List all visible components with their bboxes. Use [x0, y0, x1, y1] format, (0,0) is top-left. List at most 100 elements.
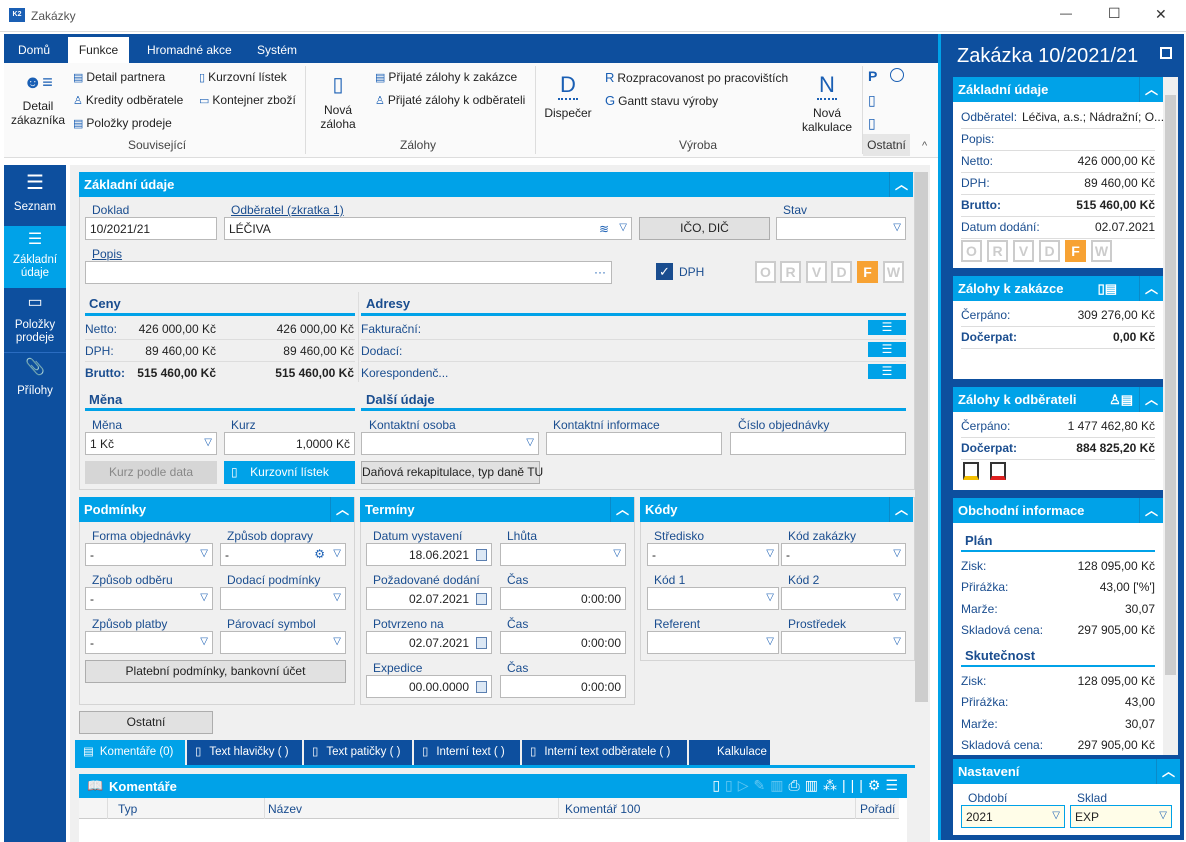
more-icon[interactable]: ···: [594, 265, 606, 279]
parovaci-select[interactable]: ▽: [220, 631, 346, 654]
edit-icon[interactable]: ✎: [753, 777, 771, 793]
collapse-icon[interactable]: ︿: [1139, 498, 1163, 523]
nova-kalkulace-button[interactable]: N Nová kalkulace: [801, 72, 853, 134]
dropdown-icon[interactable]: ▽: [619, 222, 627, 233]
kontaktni-informace-field[interactable]: [546, 432, 722, 455]
col-poradi[interactable]: Pořadí: [860, 802, 896, 816]
cislo-objednavky-field[interactable]: [730, 432, 906, 455]
dropdown-icon[interactable]: ▽: [200, 636, 208, 647]
tab-system[interactable]: Systém: [257, 43, 298, 57]
dispecer-button[interactable]: D Dispečer: [544, 72, 592, 120]
cas2-field[interactable]: 0:00:00: [500, 631, 626, 654]
popout-icon[interactable]: [1160, 47, 1172, 59]
delete-icon[interactable]: ▥: [770, 777, 789, 793]
gear-icon[interactable]: ⚙: [314, 547, 325, 561]
lock-circle-icon[interactable]: [890, 68, 904, 82]
collapse-icon[interactable]: ︿: [1139, 77, 1163, 102]
forma-select[interactable]: - ▽: [85, 543, 213, 566]
tab-funkce[interactable]: Funkce: [68, 37, 129, 63]
danova-rekapitulace-button[interactable]: Daňová rekapitulace, typ daně TU: [361, 461, 543, 484]
col-typ[interactable]: Typ: [118, 802, 138, 816]
prostredek-select[interactable]: ▽: [781, 631, 906, 654]
dropdown-icon[interactable]: ▽: [1052, 810, 1060, 821]
user-deposit-icon[interactable]: ♙▤: [1109, 392, 1133, 407]
minimize-button[interactable]: —: [1060, 6, 1072, 20]
collapse-icon[interactable]: ︿: [1139, 387, 1163, 412]
col-komentar[interactable]: Komentář 100: [565, 802, 641, 816]
chart-icon[interactable]: ▥: [804, 777, 823, 793]
maximize-button[interactable]: ☐: [1108, 5, 1121, 21]
kontejner-button[interactable]: ▭ Kontejner zboží: [199, 93, 296, 107]
kod-zakazky-select[interactable]: - ▽: [781, 543, 906, 566]
right-scrollbar[interactable]: [1163, 77, 1178, 755]
dph-checkbox[interactable]: ✓: [656, 263, 673, 280]
document-settings-icon[interactable]: ▯: [868, 115, 876, 131]
kurzovni-listek-ribbon-button[interactable]: ▯ Kurzovní lístek: [199, 70, 287, 84]
kod1-select[interactable]: ▽: [647, 587, 779, 610]
dropdown-icon[interactable]: ▽: [200, 592, 208, 603]
nova-zaloha-button[interactable]: ▯ Nová záloha: [316, 72, 360, 131]
dropdown-icon[interactable]: ▽: [526, 437, 534, 448]
close-button[interactable]: ✕: [1155, 6, 1167, 22]
sidebar-item-zakladni-udaje[interactable]: ☰ Základní údaje: [4, 226, 66, 288]
tab-kalkulace[interactable]: Kalkulace: [689, 740, 770, 765]
vystaveni-date-field[interactable]: 18.06.2021: [366, 543, 492, 566]
gantt-button[interactable]: G Gantt stavu výroby: [605, 93, 719, 108]
address-menu-button[interactable]: ☰: [868, 342, 906, 357]
calendar-icon[interactable]: [476, 593, 487, 605]
document-coin-icon[interactable]: [963, 462, 979, 480]
collapse-icon[interactable]: ︿: [889, 172, 913, 197]
dropdown-icon[interactable]: ▽: [200, 548, 208, 559]
dodaci-select[interactable]: ▽: [220, 587, 346, 610]
tab-text-paticky[interactable]: ▯ Text patičky ( ): [304, 740, 412, 765]
collapse-icon[interactable]: ︿: [1156, 759, 1180, 784]
doklad-field[interactable]: 10/2021/21: [85, 217, 217, 240]
deposit-document-icon[interactable]: ▯▤: [1097, 281, 1117, 296]
dropdown-icon[interactable]: ▽: [766, 548, 774, 559]
popis-field[interactable]: ···: [85, 261, 612, 284]
sidebar-item-seznam[interactable]: ☰ Seznam: [4, 165, 66, 225]
settings-icon[interactable]: ⚙: [867, 777, 886, 793]
dropdown-icon[interactable]: ▽: [766, 592, 774, 603]
collapse-icon[interactable]: ︿: [610, 497, 634, 522]
kod2-select[interactable]: ▽: [781, 587, 906, 610]
dropdown-icon[interactable]: ▽: [893, 548, 901, 559]
lhuta-select[interactable]: ▽: [500, 543, 626, 566]
platebni-podminky-button[interactable]: Platební podmínky, bankovní účet: [85, 660, 346, 683]
calendar-icon[interactable]: [476, 549, 487, 561]
tab-komentare[interactable]: ▤ Komentáře (0): [75, 740, 185, 765]
collapse-ribbon-icon[interactable]: ^: [922, 140, 928, 152]
dropdown-icon[interactable]: ▽: [204, 437, 212, 448]
rozpracovanost-button[interactable]: R Rozpracovanost po pracovištích: [605, 70, 789, 85]
address-menu-button[interactable]: ☰: [868, 320, 906, 335]
address-menu-button[interactable]: ☰: [868, 364, 906, 379]
referent-select[interactable]: ▽: [647, 631, 779, 654]
kurzovni-listek-button[interactable]: ▯ Kurzovní lístek: [224, 461, 355, 484]
cas1-field[interactable]: 0:00:00: [500, 587, 626, 610]
document-export-icon[interactable]: ▯: [868, 92, 876, 108]
collapse-icon[interactable]: ︿: [889, 497, 913, 522]
potvrzeno-date-field[interactable]: 02.07.2021: [366, 631, 492, 654]
detail-zakaznika-button[interactable]: ☻≡ Detail zákazníka: [8, 72, 68, 127]
tab-text-hlavicky[interactable]: ▯ Text hlavičky ( ): [187, 740, 302, 765]
calendar-icon[interactable]: [476, 637, 487, 649]
p-icon[interactable]: P: [868, 68, 878, 84]
dropdown-icon[interactable]: ▽: [893, 592, 901, 603]
ico-dic-button[interactable]: IČO, DIČ: [639, 217, 770, 240]
tab-interni-text-odberatele[interactable]: ▯ Interní text odběratele ( ): [522, 740, 687, 765]
play-icon[interactable]: ▷: [737, 777, 754, 793]
sidebar-item-polozky-prodeje[interactable]: ▭ Položky prodeje: [4, 290, 66, 350]
expedice-date-field[interactable]: 00.00.0000: [366, 675, 492, 698]
col-nazev[interactable]: Název: [268, 802, 303, 816]
odberatel-field[interactable]: LÉČIVA ▽ ≋: [224, 217, 632, 240]
scroll-thumb[interactable]: [1165, 95, 1176, 675]
dropdown-icon[interactable]: ▽: [333, 636, 341, 647]
main-scrollbar[interactable]: [915, 172, 928, 702]
dropdown-icon[interactable]: ▽: [893, 222, 901, 233]
dropdown-icon[interactable]: ▽: [893, 636, 901, 647]
dropdown-icon[interactable]: ▽: [766, 636, 774, 647]
mena-select[interactable]: 1 Kč ▽: [85, 432, 217, 455]
kurz-field[interactable]: 1,0000 Kč: [224, 432, 355, 455]
dropdown-icon[interactable]: ▽: [333, 548, 341, 559]
tab-interni-text[interactable]: ▯ Interní text ( ): [414, 740, 520, 765]
